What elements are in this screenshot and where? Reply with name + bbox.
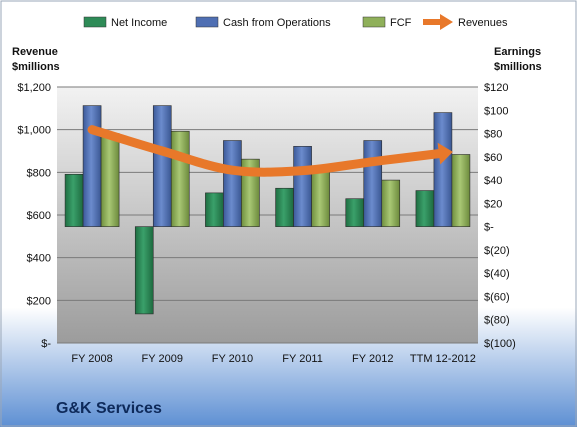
cash-from-operations-bar [223, 140, 242, 227]
category-label: TTM 12-2012 [410, 353, 476, 365]
legend-label: Net Income [111, 17, 167, 29]
right-tick-label: $(60) [484, 291, 510, 303]
net-income-bar [275, 187, 294, 227]
left-axis-ticks: $- $200 $400 $600 $800 $1,000 $1,200 [17, 82, 51, 350]
category-label: FY 2008 [71, 353, 112, 365]
net-income-bar [415, 190, 435, 227]
net-income-bar [134, 226, 154, 315]
revenue-point [371, 160, 375, 164]
right-tick-label: $(40) [484, 268, 510, 280]
net-income-bar [345, 198, 365, 227]
left-tick-label: $1,200 [17, 82, 51, 94]
net-income-bar [64, 173, 84, 227]
revenue-point [90, 128, 94, 132]
legend-swatch [195, 16, 219, 28]
revenue-line-path [87, 125, 448, 177]
right-axis-title-line2: $millions [494, 61, 542, 73]
category-label: FY 2012 [352, 353, 393, 365]
right-tick-label: $120 [484, 82, 508, 94]
fcf-bar [451, 154, 471, 227]
left-tick-label: $800 [27, 167, 51, 179]
legend: Net Income Cash from Operations FCF Revenue… [83, 14, 508, 30]
fcf-bar [381, 179, 401, 227]
right-tick-label: $60 [484, 152, 502, 164]
cash-from-operations-bar [363, 140, 383, 227]
right-axis-ticks: $120 $100 $80 $60 $40 $20 $- $(20) $(40) $(60) $(8… [484, 82, 516, 350]
cash-from-operations-bar [82, 105, 102, 227]
right-tick-label: $80 [484, 129, 502, 141]
right-tick-label: $100 [484, 105, 508, 117]
revenue-point [441, 151, 445, 155]
legend-swatch [362, 16, 386, 28]
legend-label: Revenues [458, 17, 508, 29]
left-axis-title-line2: $millions [12, 61, 60, 73]
category-label: FY 2010 [212, 353, 253, 365]
gridlines [57, 86, 478, 344]
cash-from-operations-bar [152, 105, 172, 227]
legend-swatch [83, 16, 107, 28]
legend-arrowhead [440, 14, 453, 30]
left-tick-label: $1,000 [17, 125, 51, 137]
net-income-bar [205, 192, 224, 227]
revenue-point [230, 168, 234, 172]
cash-from-operations-bar [433, 112, 453, 227]
right-tick-label: $20 [484, 198, 502, 210]
left-tick-label: $600 [27, 210, 51, 222]
revenue-arrowhead [437, 142, 453, 165]
left-tick-label: $- [41, 338, 51, 350]
company-name: G&K Services [56, 400, 162, 417]
right-tick-label: $40 [484, 175, 502, 187]
left-axis-title-line1: Revenue [12, 46, 58, 58]
fcf-bar [311, 171, 330, 227]
right-tick-label: $(100) [484, 338, 516, 350]
category-labels: FY 2008 FY 2009 FY 2010 FY 2011 FY 2012 TTM 1… [71, 353, 476, 365]
right-axis-title-line1: Earnings [494, 46, 541, 58]
left-tick-label: $200 [27, 295, 51, 307]
right-tick-label: $(20) [484, 245, 510, 257]
revenue-point [160, 149, 164, 153]
legend-label: Cash from Operations [223, 17, 331, 29]
right-tick-label: $- [484, 222, 494, 234]
fcf-bar [170, 130, 190, 227]
right-tick-label: $(80) [484, 315, 510, 327]
category-label: FY 2011 [282, 353, 323, 365]
fcf-bar [100, 133, 120, 227]
category-label: FY 2009 [142, 353, 183, 365]
legend-label: FCF [390, 17, 412, 29]
cash-from-operations-bar [293, 146, 312, 227]
revenue-line [87, 125, 453, 177]
left-tick-label: $400 [27, 253, 51, 265]
revenue-point [301, 169, 305, 173]
